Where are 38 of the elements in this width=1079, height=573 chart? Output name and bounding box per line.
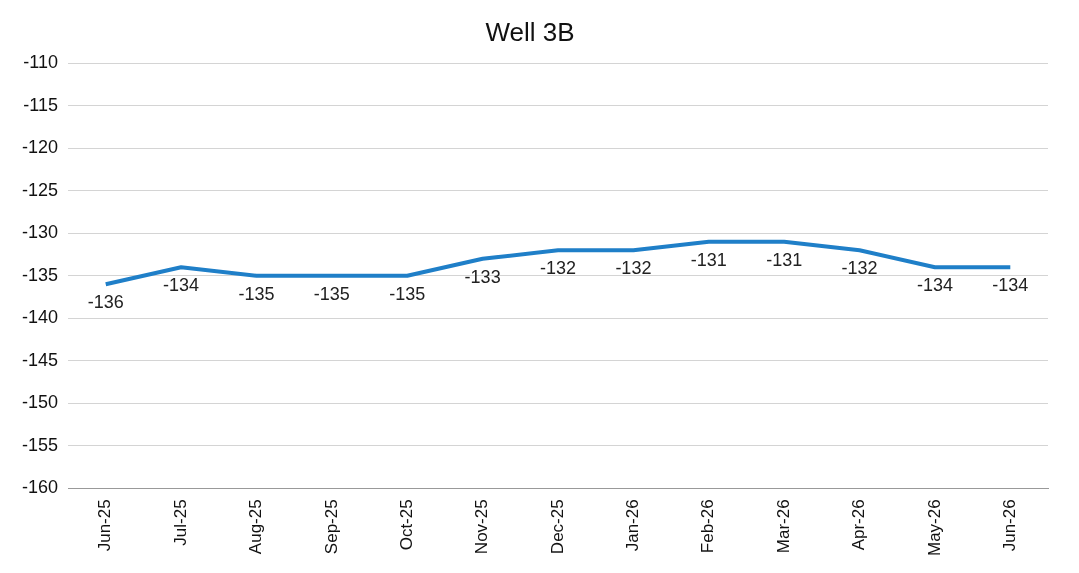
data-label: -135 — [389, 283, 426, 304]
x-tick-label: Sep-25 — [321, 499, 341, 555]
data-label: -136 — [87, 292, 124, 313]
data-label: -135 — [238, 283, 275, 304]
data-label: -132 — [841, 258, 878, 279]
x-tick-label: Jan-26 — [623, 499, 643, 552]
y-tick-label: -140 — [22, 307, 59, 328]
x-tick-label: Feb-26 — [698, 499, 718, 554]
x-tick-label: Apr-26 — [849, 499, 869, 551]
x-tick-label: Mar-26 — [773, 499, 793, 554]
y-tick-label: -110 — [23, 52, 59, 73]
y-tick-label: -115 — [23, 94, 59, 115]
data-label: -134 — [163, 275, 200, 296]
y-tick-label: -120 — [22, 137, 59, 158]
x-tick-label: Jul-25 — [170, 499, 190, 546]
data-label: -135 — [313, 283, 350, 304]
data-label: -132 — [615, 258, 652, 279]
x-tick-label: Jun-26 — [1000, 499, 1019, 552]
y-tick-label: -145 — [22, 349, 59, 370]
y-tick-label: -160 — [22, 477, 59, 498]
y-tick-label: -155 — [22, 434, 59, 455]
x-tick-label: Nov-25 — [472, 499, 492, 555]
data-label: -131 — [766, 249, 803, 270]
x-tick-label: Aug-25 — [246, 499, 266, 555]
chart-title: Well 3B — [485, 16, 575, 47]
data-label: -134 — [916, 275, 953, 296]
x-tick-label: Jun-25 — [95, 499, 115, 552]
data-label: -134 — [992, 275, 1029, 296]
y-tick-label: -130 — [22, 222, 59, 243]
data-label: -131 — [690, 249, 727, 270]
y-tick-label: -150 — [22, 392, 59, 413]
data-label: -132 — [540, 258, 577, 279]
x-tick-label: Dec-25 — [547, 499, 567, 555]
x-tick-label: Oct-25 — [396, 499, 416, 551]
x-tick-label: May-26 — [924, 499, 944, 556]
y-tick-label: -135 — [22, 264, 59, 285]
data-label: -133 — [464, 266, 501, 287]
y-tick-label: -125 — [22, 179, 59, 200]
